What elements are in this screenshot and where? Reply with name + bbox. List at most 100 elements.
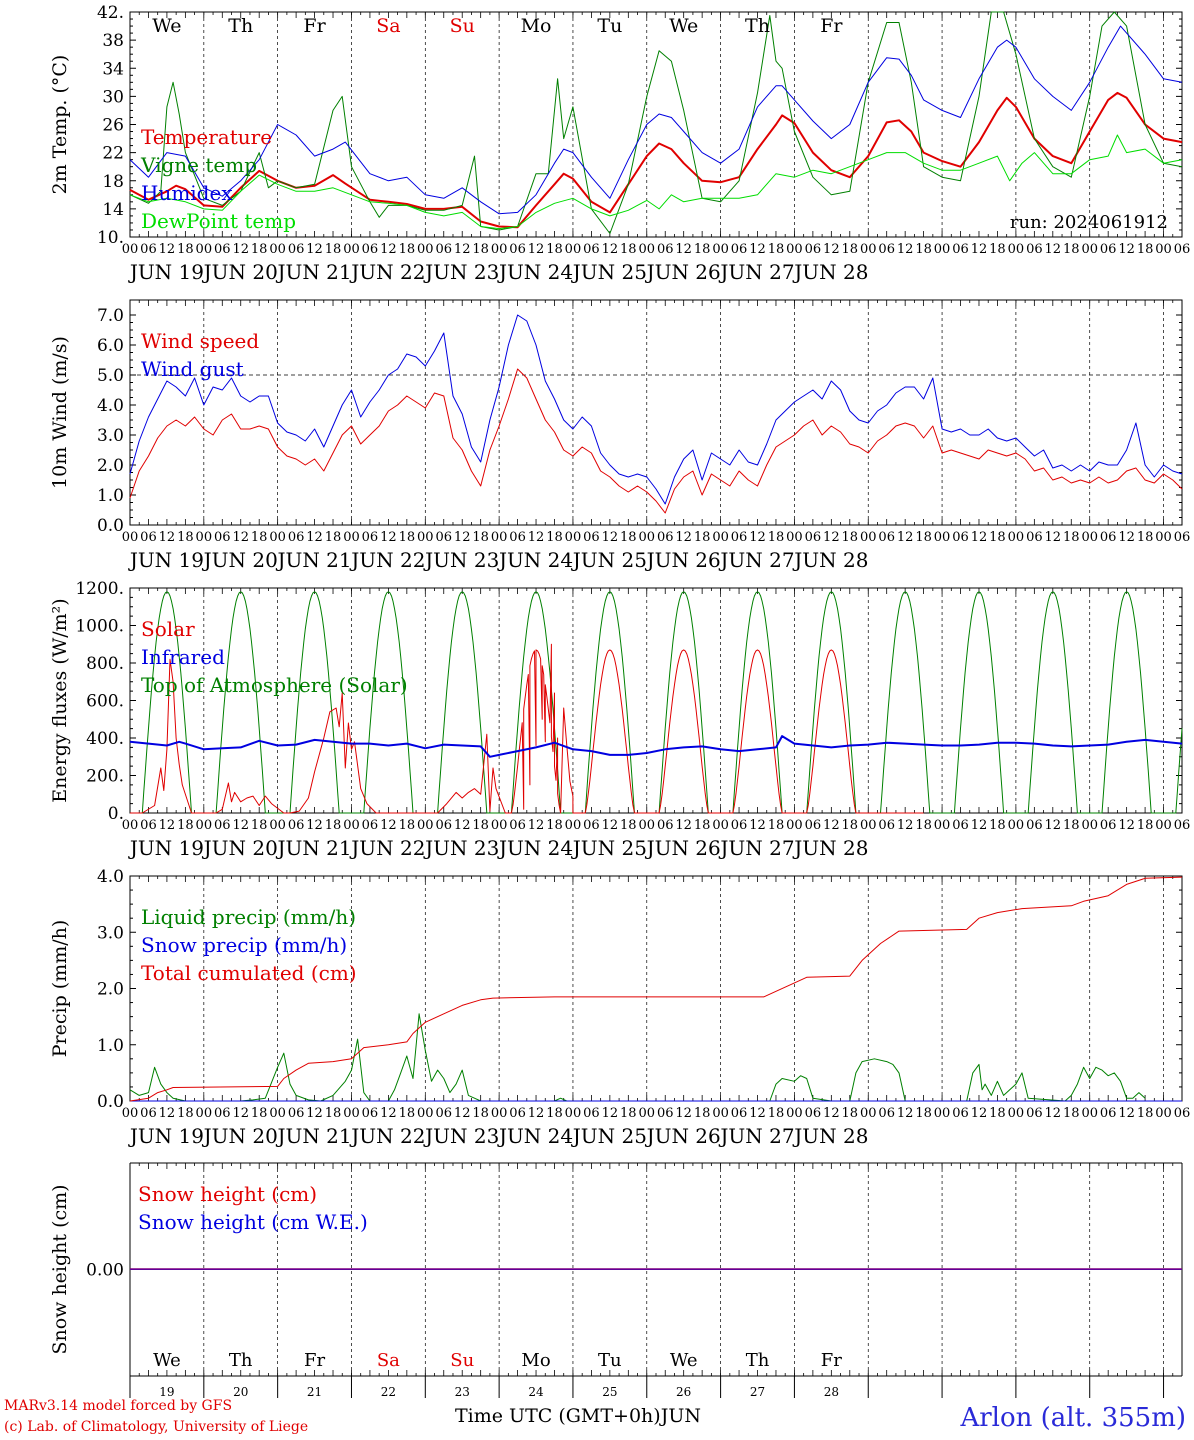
hour-tick-label: 00: [860, 818, 877, 833]
hour-tick-label: 18: [915, 1106, 932, 1121]
hour-tick-label: 06: [214, 1106, 231, 1121]
date-label: JUN 19: [128, 260, 204, 284]
hour-tick-label: 12: [380, 530, 397, 545]
hour-tick-label: 00: [1081, 818, 1098, 833]
date-label: JUN 27: [718, 548, 794, 572]
day-number-label: 28: [824, 1385, 839, 1399]
day-number-label: 19: [159, 1385, 174, 1399]
hour-tick-label: 00: [1008, 242, 1025, 257]
hour-tick-label: 00: [860, 530, 877, 545]
day-number-label: 27: [750, 1385, 765, 1399]
y-tick-label: 600.: [86, 692, 124, 712]
hour-tick-label: 06: [657, 242, 674, 257]
date-label: JUN 25: [571, 548, 647, 572]
date-label: JUN 20: [202, 548, 278, 572]
hour-tick-label: 12: [823, 1106, 840, 1121]
hour-tick-label: 18: [915, 530, 932, 545]
hour-tick-label: 12: [232, 242, 249, 257]
date-label: JUN 20: [202, 260, 278, 284]
y-tick-label: 3.0: [97, 426, 124, 446]
hour-tick-label: 18: [472, 818, 489, 833]
hour-tick-label: 18: [989, 530, 1006, 545]
hour-tick-label: 18: [842, 530, 859, 545]
series-vigne-temp: [129, 11, 1183, 234]
hour-tick-label: 12: [306, 530, 323, 545]
hour-tick-label: 00: [269, 242, 286, 257]
hour-tick-label: 06: [731, 530, 748, 545]
hour-tick-label: 00: [638, 530, 655, 545]
hour-tick-label: 18: [251, 1106, 268, 1121]
hour-tick-label: 12: [306, 1106, 323, 1121]
y-tick-label: 5.0: [97, 366, 124, 386]
hour-tick-label: 18: [842, 818, 859, 833]
hour-tick-label: 12: [749, 818, 766, 833]
hour-tick-label: 06: [1100, 242, 1117, 257]
hour-tick-label: 12: [1045, 530, 1062, 545]
run-label: run: 2024061912: [1010, 212, 1168, 233]
date-label: JUN 20: [202, 1124, 278, 1148]
hour-tick-label: 18: [915, 818, 932, 833]
hour-tick-label: 00: [1008, 530, 1025, 545]
hour-tick-label: 00: [269, 818, 286, 833]
hour-tick-label: 12: [232, 530, 249, 545]
date-label: JUN 28: [792, 548, 868, 572]
hour-tick-label: 06: [1026, 818, 1043, 833]
y-tick-label: 4.0: [97, 867, 124, 887]
hour-tick-label: 12: [454, 242, 471, 257]
hour-tick-label: 12: [749, 530, 766, 545]
hour-tick-label: 18: [989, 818, 1006, 833]
hour-tick-label: 18: [472, 1106, 489, 1121]
weekday-label: Mo: [521, 15, 552, 37]
hour-tick-label: 06: [657, 530, 674, 545]
y-tick-label: 22: [102, 144, 124, 164]
y-axis-label: 10m Wind (m/s): [49, 336, 71, 489]
hour-tick-label: 06: [435, 818, 452, 833]
hour-tick-label: 18: [768, 242, 785, 257]
hour-tick-label: 00: [196, 1106, 213, 1121]
date-label: JUN 24: [497, 260, 573, 284]
hour-tick-label: 00: [491, 242, 508, 257]
date-label: JUN 24: [497, 1124, 573, 1148]
hour-tick-label: 00: [712, 242, 729, 257]
y-tick-label: 7.0: [97, 306, 124, 326]
hour-tick-label: 00: [1081, 1106, 1098, 1121]
hour-tick-label: 06: [731, 242, 748, 257]
date-label: JUN 22: [349, 548, 425, 572]
weekday-label: Fr: [304, 1350, 325, 1371]
panel-frame: [129, 11, 1183, 238]
model-credit: MARv3.14 model forced by GFS: [4, 1398, 233, 1414]
hour-tick-label: 06: [435, 242, 452, 257]
hour-tick-label: 00: [786, 530, 803, 545]
hour-tick-label: 00: [1008, 818, 1025, 833]
date-label: JUN 23: [423, 1124, 499, 1148]
hour-tick-label: 18: [1063, 242, 1080, 257]
date-label: JUN 23: [423, 260, 499, 284]
y-tick-label: 34: [102, 59, 124, 79]
hour-tick-label: 00: [786, 818, 803, 833]
x-axis-title-month: JUN: [660, 1405, 701, 1427]
hour-tick-label: 12: [528, 242, 545, 257]
hour-tick-label: 12: [159, 818, 176, 833]
hour-tick-label: 18: [768, 530, 785, 545]
date-label: JUN 27: [718, 1124, 794, 1148]
hour-tick-label: 06: [288, 1106, 305, 1121]
hour-tick-label: 00: [934, 818, 951, 833]
hour-tick-label: 06: [878, 1106, 895, 1121]
hour-tick-label: 06: [288, 818, 305, 833]
hour-tick-label: 18: [768, 818, 785, 833]
hour-tick-label: 00: [196, 530, 213, 545]
hour-tick-label: 06: [583, 530, 600, 545]
hour-tick-label: 18: [399, 818, 416, 833]
hour-tick-label: 12: [675, 242, 692, 257]
hour-tick-label: 06: [1174, 242, 1191, 257]
hour-tick-label: 06: [140, 1106, 157, 1121]
hour-tick-label: 06: [214, 530, 231, 545]
hour-tick-label: 12: [1045, 1106, 1062, 1121]
hour-tick-label: 12: [1118, 530, 1135, 545]
y-tick-label: 1200.: [75, 579, 124, 599]
hour-tick-label: 12: [897, 1106, 914, 1121]
hour-tick-label: 18: [768, 1106, 785, 1121]
legend-entry: Vigne temp: [140, 153, 257, 177]
hour-tick-label: 12: [1118, 818, 1135, 833]
y-tick-label: 6.0: [97, 336, 124, 356]
